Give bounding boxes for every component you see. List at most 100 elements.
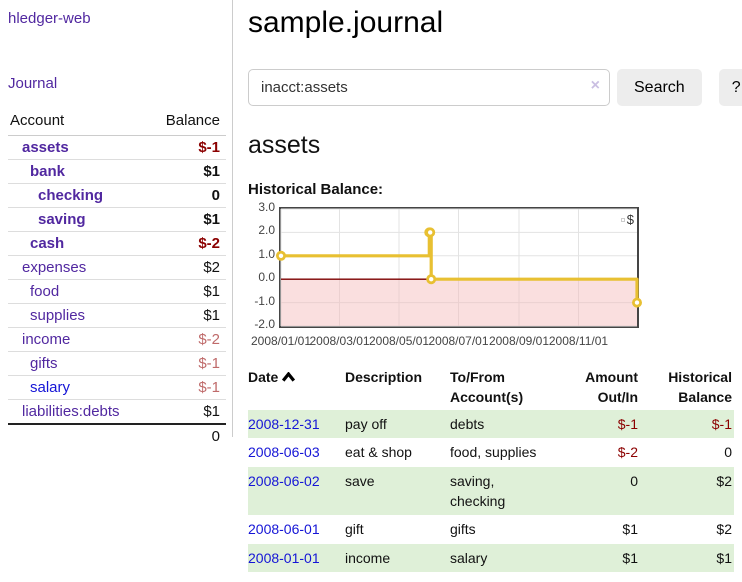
- account-row: gifts $-1: [8, 351, 226, 376]
- account-link[interactable]: checking: [38, 187, 104, 204]
- account-link[interactable]: gifts: [30, 355, 58, 372]
- account-link[interactable]: supplies: [30, 307, 86, 324]
- chart-legend: $: [620, 212, 634, 227]
- register-row: 2008-06-01 gift gifts $1 $2: [248, 515, 734, 543]
- search-input[interactable]: [248, 69, 610, 106]
- register-description: income: [345, 549, 391, 566]
- account-row: food $1: [8, 279, 226, 304]
- account-row: supplies $1: [8, 303, 226, 328]
- account-balance: $-1: [147, 375, 226, 400]
- sidebar-divider: [232, 0, 233, 437]
- register-balance: $1: [716, 549, 732, 566]
- account-link[interactable]: saving: [38, 211, 86, 228]
- y-axis-tick-label: 2.0: [258, 223, 275, 238]
- account-balance: $2: [147, 255, 226, 280]
- account-balance: $1: [147, 207, 226, 232]
- x-axis-tick-label: 2008/07/01: [428, 334, 489, 348]
- sidebar: hledger-web Journal Account Balance asse…: [0, 0, 232, 572]
- account-link[interactable]: assets: [22, 139, 69, 156]
- page-title: sample.journal: [248, 6, 444, 39]
- account-balance: $1: [147, 303, 226, 328]
- account-link[interactable]: food: [30, 283, 60, 300]
- x-axis-tick-label: 2008/01/01: [250, 334, 312, 348]
- register-amount: $1: [622, 521, 638, 538]
- register-row: 2008-01-01 income salary $1 $1: [248, 543, 734, 572]
- register-header-description: Description: [345, 369, 423, 385]
- register-accounts: gifts: [450, 521, 476, 538]
- y-axis-tick-label: 0.0: [258, 270, 275, 285]
- register-row: 2008-06-02 save saving, checking 0 $2: [248, 466, 734, 516]
- register-row: 2008-12-31 pay off debts $-1 $-1: [248, 410, 734, 439]
- account-balance: $1: [147, 399, 226, 425]
- x-axis-tick-label: 2008/09/01: [488, 334, 549, 348]
- account-balance: $-1: [147, 135, 226, 160]
- chart-plot-area: $: [276, 207, 642, 328]
- register-balance: $2: [716, 472, 732, 489]
- register-date-link[interactable]: 2008-06-03: [248, 444, 320, 461]
- sidebar-item-journal[interactable]: Journal: [8, 75, 58, 92]
- account-link[interactable]: bank: [30, 163, 66, 180]
- x-axis-tick-label: 2008/03/01: [309, 334, 370, 348]
- register-amount: $-2: [617, 444, 638, 461]
- x-axis-tick-label: 2008/05/01: [368, 334, 430, 348]
- account-balance: 0: [147, 183, 226, 208]
- search-row: × Search ?: [248, 69, 742, 106]
- register-description: gift: [345, 521, 364, 538]
- register-description: eat & shop: [345, 444, 412, 461]
- register-balance: $-1: [711, 416, 732, 433]
- account-balance: $-1: [147, 351, 226, 376]
- account-row: cash $-2: [8, 231, 226, 256]
- search-help-button[interactable]: ?: [718, 69, 742, 106]
- x-axis-tick-label: 2008/11/01: [548, 334, 609, 348]
- account-row: expenses $2: [8, 255, 226, 280]
- clear-search-icon[interactable]: ×: [590, 77, 600, 94]
- register-date-link[interactable]: 2008-01-01: [248, 549, 320, 566]
- register-balance: 0: [724, 444, 732, 461]
- accounts-header-account: Account: [8, 108, 148, 136]
- register-header-accounts: To/From Account(s): [450, 369, 524, 405]
- sort-ascending-icon: [282, 372, 296, 382]
- accounts-table: Account Balance assets $-1 bank $1 checking 0…: [8, 108, 226, 448]
- account-row: salary $-1: [8, 375, 226, 400]
- register-header-row: Date Description To/From Account(s) Amou…: [248, 365, 734, 410]
- account-link[interactable]: cash: [30, 235, 65, 252]
- register-accounts: saving, checking: [450, 472, 506, 510]
- account-link[interactable]: expenses: [22, 259, 87, 276]
- register-accounts: debts: [450, 416, 485, 433]
- register-amount: $1: [622, 549, 638, 566]
- register-amount: 0: [630, 472, 638, 489]
- accounts-header-balance: Balance: [147, 108, 226, 136]
- y-axis-tick-label: 1.0: [258, 246, 275, 261]
- register-accounts: salary: [450, 549, 488, 566]
- search-button[interactable]: Search: [617, 69, 702, 106]
- chart-title: Historical Balance:: [248, 181, 384, 198]
- register-table: Date Description To/From Account(s) Amou…: [248, 365, 734, 572]
- register-header-amount: Amount Out/In: [585, 369, 638, 405]
- register-date-link[interactable]: 2008-12-31: [248, 416, 320, 433]
- accounts-table-body: assets $-1 bank $1 checking 0 saving $1 cash $-2 e…: [8, 135, 226, 425]
- legend-swatch-icon: [620, 217, 625, 222]
- legend-label: $: [626, 212, 634, 227]
- app-title-link[interactable]: hledger-web: [8, 10, 91, 27]
- account-balance: $1: [147, 159, 226, 184]
- register-header-date[interactable]: Date: [248, 365, 345, 410]
- accounts-table-header: Account Balance: [8, 108, 226, 136]
- account-row: saving $1: [8, 207, 226, 232]
- main-content: sample.journal × Search ? assets Histori…: [232, 0, 742, 572]
- accounts-total-row: 0: [8, 423, 226, 448]
- account-row: bank $1: [8, 159, 226, 184]
- y-axis-tick-label: 3.0: [258, 200, 275, 214]
- register-date-link[interactable]: 2008-06-02: [248, 472, 320, 489]
- account-row: liabilities:debts $1: [8, 399, 226, 425]
- account-link[interactable]: income: [22, 331, 71, 348]
- register-amount: $-1: [617, 416, 638, 433]
- account-link[interactable]: liabilities:debts: [22, 403, 120, 420]
- account-link[interactable]: salary: [30, 379, 71, 396]
- account-row: checking 0: [8, 183, 226, 208]
- register-table-body: 2008-12-31 pay off debts $-1 $-1 2008-06-03 ea…: [248, 410, 734, 572]
- register-balance: $2: [716, 521, 732, 538]
- account-row: income $-2: [8, 327, 226, 352]
- register-date-link[interactable]: 2008-06-01: [248, 521, 320, 538]
- register-accounts: food, supplies: [450, 444, 537, 461]
- register-header-balance: Historical Balance: [668, 369, 732, 405]
